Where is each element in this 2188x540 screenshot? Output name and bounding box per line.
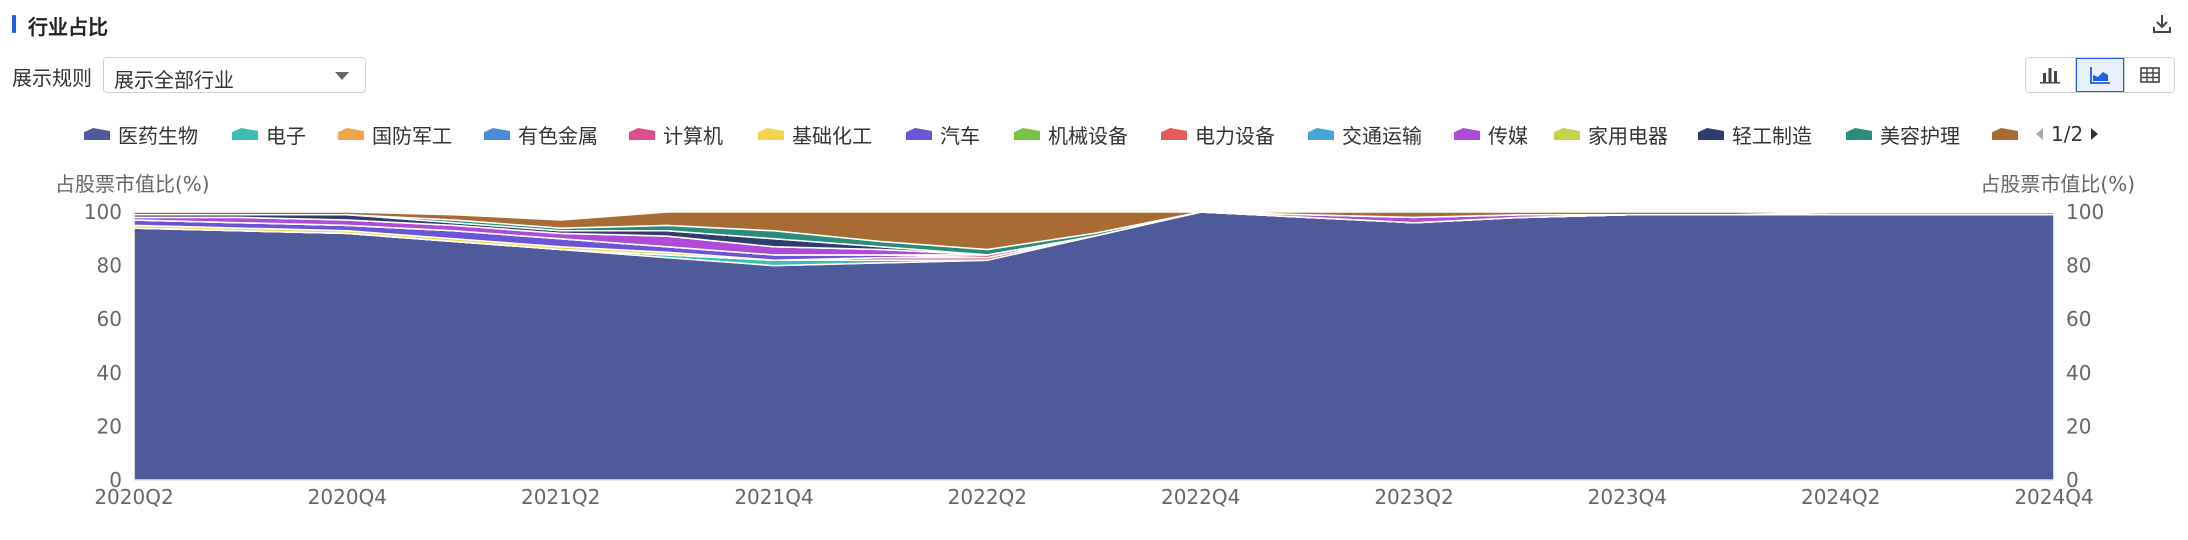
x-tick-label: 2020Q4 xyxy=(308,485,387,509)
view-toggle xyxy=(2025,57,2175,93)
y-axis-title-left: 占股票市值比(%) xyxy=(55,172,210,196)
x-tick-label: 2024Q4 xyxy=(2014,485,2093,509)
legend-swatch xyxy=(84,128,110,140)
legend-swatch xyxy=(1454,128,1480,140)
caret-down-icon xyxy=(335,72,349,80)
legend-item[interactable]: 电力设备 xyxy=(1161,118,1275,150)
legend-label: 国防军工 xyxy=(372,123,452,148)
y-tick-label-right: 60 xyxy=(2066,307,2091,331)
table-view-button[interactable] xyxy=(2125,58,2174,92)
legend-item[interactable]: 美容护理 xyxy=(1846,118,1960,150)
display-rule-value: 展示全部行业 xyxy=(114,68,234,92)
legend-label: 机械设备 xyxy=(1048,123,1128,148)
legend-swatch xyxy=(1161,128,1187,140)
legend-item[interactable]: 电子 xyxy=(232,118,306,150)
legend-swatch xyxy=(758,128,784,140)
legend-swatch xyxy=(906,128,932,140)
legend-swatch xyxy=(484,128,510,140)
legend-item[interactable]: 计算机 xyxy=(629,118,723,150)
display-rule-label: 展示规则 xyxy=(12,66,92,90)
legend-swatch xyxy=(1308,128,1334,140)
area-chart-icon xyxy=(2090,67,2110,84)
legend-item[interactable]: 汽车 xyxy=(906,118,980,150)
y-tick-label-right: 0 xyxy=(2066,468,2079,492)
legend-label: 家用电器 xyxy=(1588,123,1668,148)
legend-swatch xyxy=(629,128,655,140)
y-tick-label-right: 80 xyxy=(2066,254,2091,278)
legend-label: 轻工制造 xyxy=(1732,123,1812,148)
legend-label: 有色金属 xyxy=(518,123,598,148)
legend-item[interactable]: 医药生物 xyxy=(84,118,198,150)
legend-item[interactable]: 有色金属 xyxy=(484,118,598,150)
y-tick-label-left: 20 xyxy=(97,414,122,438)
y-tick-label-left: 80 xyxy=(97,254,122,278)
legend-label: 医药生物 xyxy=(118,123,198,148)
x-tick-label: 2023Q2 xyxy=(1374,485,1453,509)
x-tick-label: 2023Q4 xyxy=(1588,485,1667,509)
legend-swatch xyxy=(1992,128,2018,140)
y-axis-title-right: 占股票市值比(%) xyxy=(1980,172,2135,196)
panel-title: 行业占比 xyxy=(28,15,108,39)
legend-page-indicator: 1/2 xyxy=(2051,122,2084,146)
y-tick-label-left: 60 xyxy=(97,307,122,331)
x-tick-label: 2024Q2 xyxy=(1801,485,1880,509)
legend-swatch xyxy=(1846,128,1872,140)
bar-chart-icon xyxy=(2040,68,2061,84)
legend-label: 计算机 xyxy=(663,123,723,148)
y-tick-label-right: 40 xyxy=(2066,361,2091,385)
y-tick-label-right: 20 xyxy=(2066,414,2091,438)
y-tick-label-right: 100 xyxy=(2066,200,2104,224)
legend-item[interactable]: 传媒 xyxy=(1454,118,1528,150)
legend-swatch xyxy=(1698,128,1724,140)
legend-swatch xyxy=(232,128,258,140)
x-tick-label: 2022Q4 xyxy=(1161,485,1240,509)
legend-item[interactable]: 轻工制造 xyxy=(1698,118,1812,150)
legend-swatch xyxy=(338,128,364,140)
legend-label: 交通运输 xyxy=(1342,123,1422,148)
legend-item[interactable]: 基础化工 xyxy=(758,118,872,150)
series-area[interactable] xyxy=(133,211,2055,251)
y-tick-label-left: 40 xyxy=(97,361,122,385)
y-tick-label-left: 100 xyxy=(84,200,122,224)
legend-label: 电力设备 xyxy=(1195,123,1275,148)
legend-item[interactable]: 家用电器 xyxy=(1554,118,1668,150)
legend-item[interactable]: 交通运输 xyxy=(1308,118,1422,150)
x-tick-label: 2021Q2 xyxy=(521,485,600,509)
bar-chart-view-button[interactable] xyxy=(2026,58,2076,92)
legend-swatch xyxy=(1014,128,1040,140)
title-accent-bar xyxy=(12,15,16,33)
area-chart-view-button[interactable] xyxy=(2075,58,2126,92)
legend-label: 基础化工 xyxy=(792,123,872,148)
panel-header: 行业占比 xyxy=(0,0,2188,50)
legend-item[interactable]: 机械设备 xyxy=(1014,118,1128,150)
legend-next-icon[interactable] xyxy=(2091,128,2099,140)
legend-label: 电子 xyxy=(266,123,306,148)
legend-item[interactable] xyxy=(1992,118,2026,150)
legend-swatch xyxy=(1554,128,1580,140)
legend-item[interactable]: 国防军工 xyxy=(338,118,452,150)
download-icon[interactable] xyxy=(2150,12,2174,36)
legend-label: 传媒 xyxy=(1488,123,1528,148)
x-tick-label: 2022Q2 xyxy=(948,485,1027,509)
x-tick-label: 2021Q4 xyxy=(734,485,813,509)
y-tick-label-left: 0 xyxy=(109,468,122,492)
legend-pager: 1/2 xyxy=(2036,118,2099,150)
display-rule-select[interactable]: 展示全部行业 xyxy=(103,57,366,93)
stacked-area-chart: 0 0 20 20 40 40 60 60 80 80 100 100 2020Q2 2020Q4 2021… xyxy=(84,200,2104,509)
x-tick-label: 2020Q2 xyxy=(94,485,173,509)
table-icon xyxy=(2139,67,2160,83)
series-area[interactable] xyxy=(133,211,2055,481)
legend-label: 美容护理 xyxy=(1880,123,1960,148)
legend-prev-icon[interactable] xyxy=(2036,128,2043,140)
legend-label: 汽车 xyxy=(940,123,980,148)
